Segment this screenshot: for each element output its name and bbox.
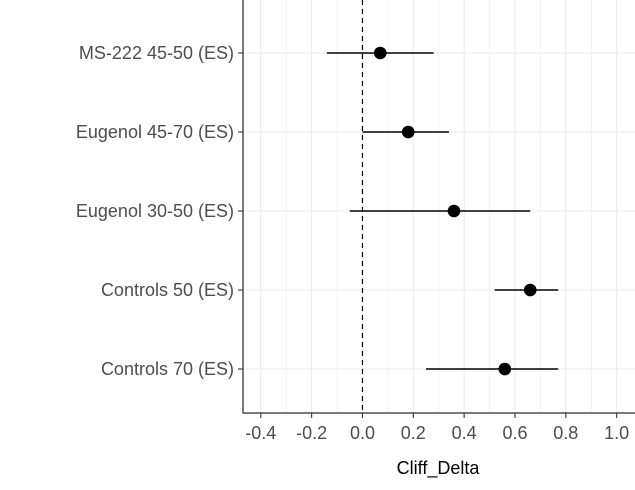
y-tick-label: Eugenol 45-70 (ES) <box>76 122 234 142</box>
x-tick-label: 1.0 <box>604 423 629 443</box>
estimate-point <box>523 283 537 297</box>
x-tick-label: -0.4 <box>245 423 276 443</box>
grid-lines <box>243 0 635 413</box>
y-tick-label: Controls 70 (ES) <box>101 359 234 379</box>
plot-panel-border <box>242 0 635 414</box>
y-tick-label: Eugenol 30-50 (ES) <box>76 201 234 221</box>
x-tick-label: -0.2 <box>296 423 327 443</box>
estimate-point <box>373 46 387 60</box>
axes: MS-222 45-50 (ES) Eugenol 45-70 (ES) Eugen… <box>76 43 629 443</box>
estimate-point <box>498 362 512 376</box>
data-series <box>326 46 559 376</box>
y-tick-label: MS-222 45-50 (ES) <box>79 43 234 63</box>
y-tick-label: Controls 50 (ES) <box>101 280 234 300</box>
x-tick-label: 0.2 <box>401 423 426 443</box>
x-tick-label: 0.6 <box>502 423 527 443</box>
x-tick-label: 0.4 <box>452 423 477 443</box>
x-tick-label: 0.0 <box>350 423 375 443</box>
estimate-point <box>401 125 415 139</box>
x-tick-label: 0.8 <box>553 423 578 443</box>
estimate-point <box>447 204 461 218</box>
x-axis-title: Cliff_Delta <box>397 458 481 479</box>
